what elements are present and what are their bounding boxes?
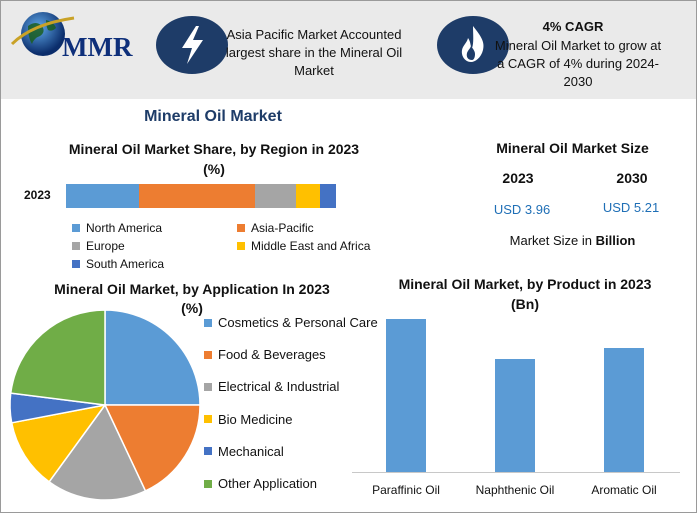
market-size-note: Market Size in Billion <box>470 233 675 248</box>
application-legend-item: Cosmetics & Personal Care <box>204 315 378 330</box>
lightning-bolt-icon <box>182 26 203 64</box>
market-size-title: Mineral Oil Market Size <box>496 140 649 156</box>
legend-label: Food & Beverages <box>218 347 326 363</box>
region-legend-item: South America <box>72 257 164 271</box>
legend-swatch <box>204 350 212 359</box>
product-bar-naphthenic-oil <box>495 358 535 472</box>
market-size-year-2023: 2023 <box>502 170 534 186</box>
market-size-value-2023: USD 3.96 <box>493 202 551 217</box>
region-legend-item: Middle East and Africa <box>237 239 370 253</box>
application-legend-item: Mechanical <box>204 444 284 459</box>
region-chart-title: Mineral Oil Market Share, by Region in 2… <box>68 141 360 157</box>
pie-slice-electrical-industrial <box>48 403 147 501</box>
legend-swatch <box>204 479 212 488</box>
market-size-value-2030: USD 5.21 <box>602 200 660 215</box>
legend-label: Middle East and Africa <box>251 239 371 253</box>
legend-swatch <box>72 224 80 232</box>
pie-slice-bio-medicine <box>10 403 107 483</box>
globe-icon: MMR <box>10 12 133 62</box>
callout-cagr-text: Mineral Oil Market to grow at a CAGR of … <box>494 38 662 89</box>
callout-region-icon-bg <box>156 16 228 74</box>
product-chart-title: Mineral Oil Market, by Product in 2023 <box>398 276 652 292</box>
product-category-label: Paraffinic Oil <box>372 483 440 497</box>
legend-label: Europe <box>86 239 125 253</box>
logo-text: MMR <box>62 32 133 62</box>
region-legend-item: North America <box>72 221 162 235</box>
region-legend-item: Europe <box>72 239 125 253</box>
legend-swatch <box>72 242 80 250</box>
pie-slice-other-application <box>9 309 106 406</box>
legend-label: North America <box>86 221 163 235</box>
legend-swatch <box>204 382 212 391</box>
legend-swatch <box>237 224 245 232</box>
region-bar-segment-asia-pacific <box>138 184 255 208</box>
application-chart-title: Mineral Oil Market, by Application In 20… <box>54 281 330 297</box>
application-legend-item: Bio Medicine <box>204 412 292 427</box>
product-chart-unit: (Bn) <box>511 296 539 312</box>
legend-swatch <box>204 318 212 327</box>
application-legend-item: Electrical & Industrial <box>204 379 339 394</box>
legend-label: Cosmetics & Personal Care <box>218 315 378 330</box>
region-bar-segment-south-america <box>319 184 336 208</box>
region-chart-unit: (%) <box>203 161 225 177</box>
flame-icon <box>461 26 484 62</box>
application-legend-item: Food & Beverages <box>204 347 326 362</box>
market-size-note-prefix: Market Size in <box>509 233 596 248</box>
product-category-label: Aromatic Oil <box>591 483 657 497</box>
product-bar-paraffinic-oil <box>386 319 426 472</box>
legend-label: Bio Medicine <box>218 411 293 427</box>
callout-region-text: Asia Pacific Market Accounted largest sh… <box>225 27 403 78</box>
application-legend-item: Other Application <box>204 476 317 491</box>
legend-label: Other Application <box>218 476 318 491</box>
pie-slice-food-beverages <box>103 404 201 492</box>
product-x-axis <box>352 472 680 473</box>
legend-label: Mechanical <box>218 443 284 459</box>
header-band <box>1 1 696 99</box>
region-bar-segment-north-america <box>66 184 139 208</box>
legend-swatch <box>204 447 212 456</box>
application-chart-unit: (%) <box>181 300 203 316</box>
application-pie-chart <box>9 309 201 501</box>
product-bar-aromatic-oil <box>604 348 644 472</box>
mmr-logo: MMR <box>10 8 145 68</box>
market-size-year-2030: 2030 <box>616 170 648 186</box>
pie-slice-cosmetics-personal-care <box>104 309 201 406</box>
region-bar-segment-europe <box>255 184 296 208</box>
market-size-note-unit: Billion <box>595 233 636 248</box>
legend-label: Asia-Pacific <box>251 221 314 235</box>
callout-cagr-title: 4% CAGR <box>542 19 604 34</box>
region-legend-item: Asia-Pacific <box>237 221 314 235</box>
legend-label: Electrical & Industrial <box>218 379 340 395</box>
callout-cagr-icon-bg <box>437 16 509 74</box>
legend-label: South America <box>86 257 165 271</box>
legend-swatch <box>204 415 212 424</box>
main-title: Mineral Oil Market <box>144 108 282 125</box>
region-category-label: 2023 <box>24 188 51 202</box>
product-category-label: Naphthenic Oil <box>475 483 555 497</box>
legend-swatch <box>237 242 245 250</box>
region-stacked-bar <box>66 184 336 208</box>
region-bar-segment-middle-east-and-africa <box>295 184 320 208</box>
legend-swatch <box>72 260 80 268</box>
